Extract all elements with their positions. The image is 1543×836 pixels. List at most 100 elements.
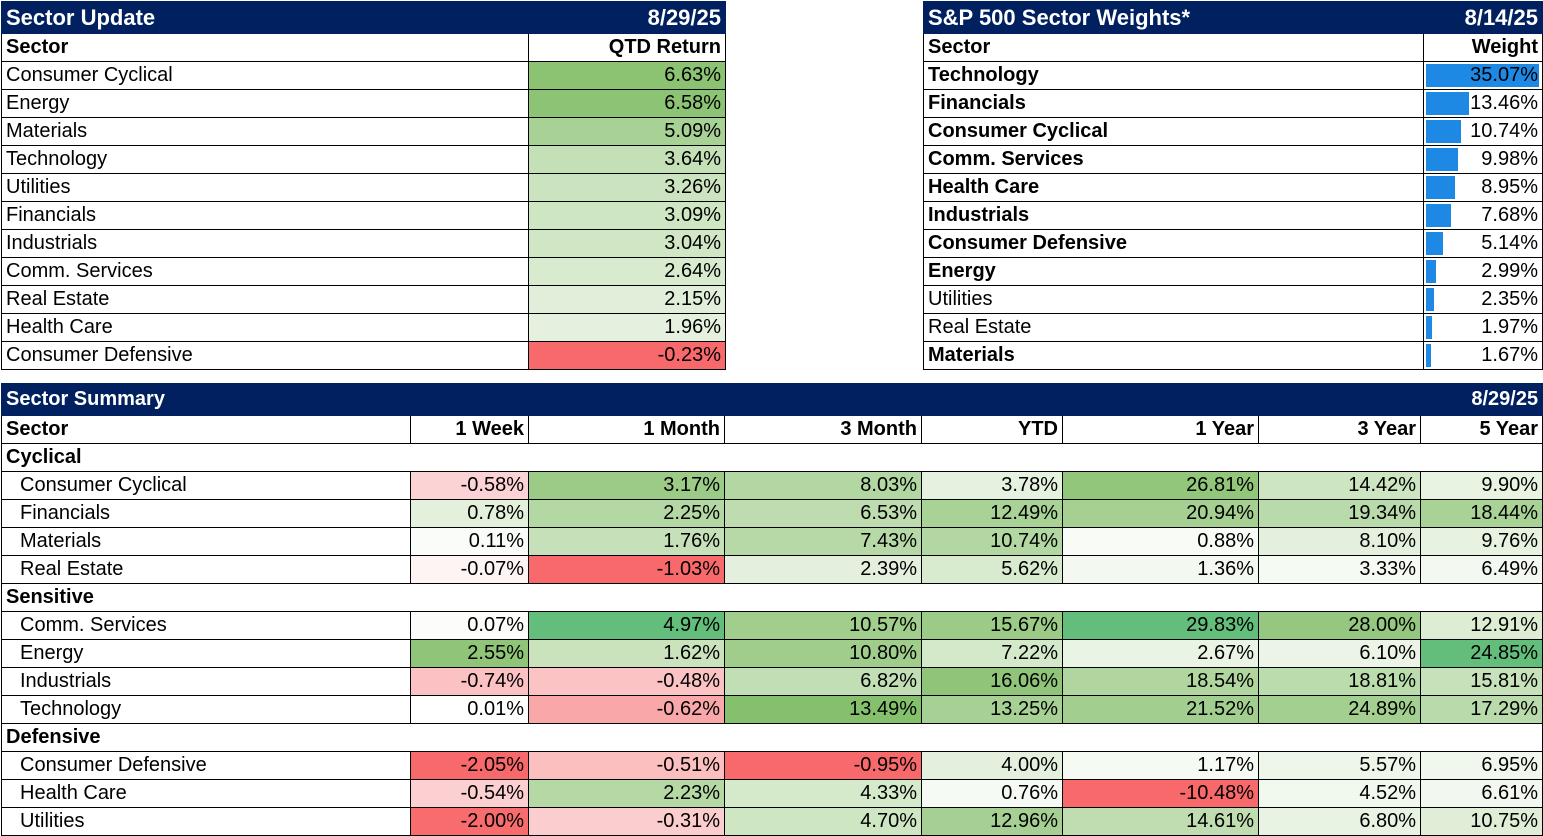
table-row: Comm. Services 9.98% xyxy=(923,145,1543,174)
table-row: Energy 6.58% xyxy=(1,89,726,118)
qtd-return-value: 3.09% xyxy=(528,201,726,230)
table-row: Health Care 8.95% xyxy=(923,173,1543,202)
sector-name: Consumer Cyclical xyxy=(1,61,529,90)
return-value-1-month: -1.03% xyxy=(528,555,725,584)
weight-value: 35.07% xyxy=(1470,64,1538,86)
weight-value: 5.14% xyxy=(1481,232,1538,254)
weight-cell: 7.68% xyxy=(1423,201,1543,230)
sector-column-header: Sector xyxy=(1,33,529,62)
return-value-1-year: 2.67% xyxy=(1062,639,1259,668)
sector-name: Consumer Defensive xyxy=(923,229,1424,258)
sector-name: Utilities xyxy=(1,173,529,202)
column-header-1-year: 1 Year xyxy=(1062,415,1259,444)
weight-bar xyxy=(1426,316,1433,339)
return-value-5-year: 24.85% xyxy=(1420,639,1543,668)
return-value-1-month: -0.62% xyxy=(528,695,725,724)
sector-weights-date: 8/14/25 xyxy=(1423,1,1543,34)
weight-bar xyxy=(1426,288,1434,311)
qtd-return-value: 3.04% xyxy=(528,229,726,258)
table-row: Real Estate 1.97% xyxy=(923,313,1543,342)
return-value-1-year: 29.83% xyxy=(1062,611,1259,640)
return-value-1-month: -0.51% xyxy=(528,751,725,780)
weight-value: 13.46% xyxy=(1470,92,1538,114)
return-value-5-year: 17.29% xyxy=(1420,695,1543,724)
return-value-3-month: 4.33% xyxy=(724,779,922,808)
return-value-ytd: 13.25% xyxy=(921,695,1063,724)
return-value-3-month: 6.53% xyxy=(724,499,922,528)
return-value-5-year: 9.90% xyxy=(1420,471,1543,500)
weight-value: 8.95% xyxy=(1481,176,1538,198)
return-value-1-month: -0.48% xyxy=(528,667,725,696)
sector-name: Energy xyxy=(1,639,411,668)
table-row: Consumer Cyclical 6.63% xyxy=(1,61,726,90)
return-value-3-month: 13.49% xyxy=(724,695,922,724)
return-value-1-week: 0.01% xyxy=(410,695,529,724)
table-row: Consumer Defensive 5.14% xyxy=(923,229,1543,258)
weight-bar xyxy=(1426,232,1443,255)
qtd-return-value: 6.63% xyxy=(528,61,726,90)
table-row: Consumer Cyclical -0.58% 3.17% 8.03% 3.78% 26… xyxy=(1,471,1543,500)
table-row: Real Estate 2.15% xyxy=(1,285,726,314)
return-value-5-year: 9.76% xyxy=(1420,527,1543,556)
weight-bar xyxy=(1426,120,1461,143)
return-value-ytd: 12.96% xyxy=(921,807,1063,836)
table-row: Energy 2.99% xyxy=(923,257,1543,286)
return-value-ytd: 7.22% xyxy=(921,639,1063,668)
weight-cell: 10.74% xyxy=(1423,117,1543,146)
column-header-3-month: 3 Month xyxy=(724,415,922,444)
sector-name: Industrials xyxy=(1,229,529,258)
return-value-ytd: 10.74% xyxy=(921,527,1063,556)
group-label-defensive: Defensive xyxy=(1,723,411,752)
weight-cell: 13.46% xyxy=(1423,89,1543,118)
weight-cell: 8.95% xyxy=(1423,173,1543,202)
return-value-3-year: 28.00% xyxy=(1257,611,1422,640)
return-value-1-week: 0.11% xyxy=(410,527,529,556)
sector-name: Financials xyxy=(1,499,411,528)
weight-bar xyxy=(1426,148,1459,171)
sector-update-title: Sector Update xyxy=(1,1,529,34)
weight-column-header: Weight xyxy=(1423,33,1543,62)
return-value-3-year: 6.80% xyxy=(1257,807,1422,836)
group-row-spacer xyxy=(410,583,1543,612)
return-value-5-year: 6.49% xyxy=(1420,555,1543,584)
return-value-3-year: 19.34% xyxy=(1257,499,1422,528)
return-value-1-week: -0.74% xyxy=(410,667,529,696)
return-value-1-week: 2.55% xyxy=(410,639,529,668)
return-value-3-month: 7.43% xyxy=(724,527,922,556)
return-value-ytd: 16.06% xyxy=(921,667,1063,696)
table-row: Financials 0.78% 2.25% 6.53% 12.49% 20.94% 19.… xyxy=(1,499,1543,528)
weight-value: 7.68% xyxy=(1481,204,1538,226)
return-value-1-month: 2.23% xyxy=(528,779,725,808)
sector-name: Consumer Defensive xyxy=(1,341,529,370)
column-header-1-month: 1 Month xyxy=(528,415,725,444)
sector-update-panel: Sector Update 8/29/25 Sector QTD Return … xyxy=(1,1,726,370)
return-value-1-year: 14.61% xyxy=(1062,807,1259,836)
return-value-5-year: 18.44% xyxy=(1420,499,1543,528)
table-row: Utilities 2.35% xyxy=(923,285,1543,314)
return-value-3-year: 3.33% xyxy=(1257,555,1422,584)
return-value-3-year: 8.10% xyxy=(1257,527,1422,556)
sector-weights-table: S&P 500 Sector Weights* 8/14/25 Sector W… xyxy=(923,1,1543,370)
return-value-1-month: 3.17% xyxy=(528,471,725,500)
table-row: Industrials 7.68% xyxy=(923,201,1543,230)
table-row: Materials 5.09% xyxy=(1,117,726,146)
table-row: Materials 0.11% 1.76% 7.43% 10.74% 0.88% 8.10%… xyxy=(1,527,1543,556)
return-value-3-year: 24.89% xyxy=(1257,695,1422,724)
return-value-1-year: -10.48% xyxy=(1062,779,1259,808)
table-row: Consumer Defensive -2.05% -0.51% -0.95% 4.00… xyxy=(1,751,1543,780)
return-value-3-year: 4.52% xyxy=(1257,779,1422,808)
weight-cell: 1.67% xyxy=(1423,341,1543,370)
return-value-1-week: 0.78% xyxy=(410,499,529,528)
sector-name: Industrials xyxy=(1,667,411,696)
sector-name: Consumer Cyclical xyxy=(923,117,1424,146)
weight-value: 2.99% xyxy=(1481,260,1538,282)
sector-name: Health Care xyxy=(923,173,1424,202)
return-value-ytd: 5.62% xyxy=(921,555,1063,584)
weight-bar xyxy=(1426,92,1470,115)
column-header-ytd: YTD xyxy=(921,415,1063,444)
weight-bar xyxy=(1426,176,1455,199)
weight-value: 1.67% xyxy=(1481,344,1538,366)
table-row: Health Care -0.54% 2.23% 4.33% 0.76% -10.48% 4… xyxy=(1,779,1543,808)
sector-update-date: 8/29/25 xyxy=(528,1,726,34)
qtd-return-value: -0.23% xyxy=(528,341,726,370)
